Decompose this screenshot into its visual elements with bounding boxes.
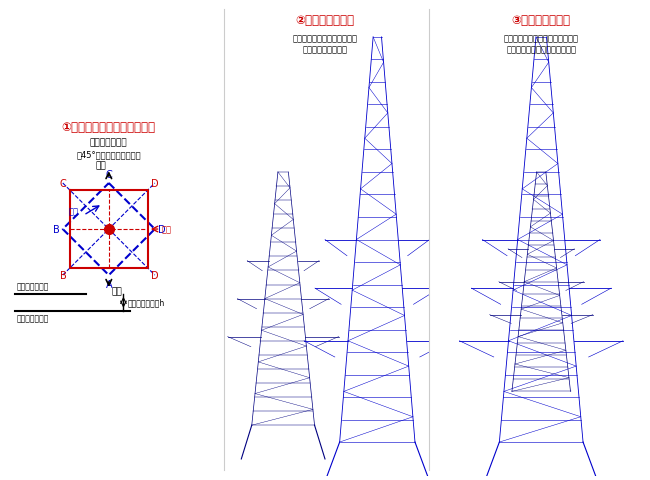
Text: 新設基礎レベル: 新設基礎レベル — [17, 282, 49, 291]
Text: B: B — [60, 271, 66, 281]
Text: A: A — [105, 280, 112, 289]
Text: 基本レベル差　h: 基本レベル差 h — [127, 298, 165, 307]
Text: 新規基礎の配置: 新規基礎の配置 — [90, 138, 127, 147]
Text: 新設: 新設 — [69, 206, 79, 216]
Text: B: B — [53, 225, 60, 235]
Text: 若番: 若番 — [112, 286, 123, 295]
Text: C: C — [60, 179, 66, 189]
Text: 老番: 老番 — [95, 161, 106, 170]
Text: D: D — [151, 179, 159, 189]
Text: 新規鉄塔・既設鉄塔の骨組みモデ
ルを基礎位置に合わせて合成。: 新規鉄塔・既設鉄塔の骨組みモデ ルを基礎位置に合わせて合成。 — [504, 35, 578, 54]
Text: ③立体形状の合成: ③立体形状の合成 — [512, 14, 571, 27]
Text: （45°クロス配置の場合）: （45°クロス配置の場合） — [77, 150, 141, 159]
Text: 既設: 既設 — [162, 225, 172, 234]
Text: ②立体形状の作成: ②立体形状の作成 — [296, 14, 354, 27]
Text: D: D — [158, 225, 166, 235]
Text: ①新旧鉄塔の位置関係の設定: ①新旧鉄塔の位置関係の設定 — [62, 121, 156, 134]
Text: D: D — [151, 271, 159, 281]
Text: C: C — [105, 169, 112, 180]
Text: 既設基礎レベル: 既設基礎レベル — [17, 314, 49, 323]
Text: 新規鉄塔・既設鉄塔の骨組み
モデルを作成する。: 新規鉄塔・既設鉄塔の骨組み モデルを作成する。 — [292, 35, 358, 54]
